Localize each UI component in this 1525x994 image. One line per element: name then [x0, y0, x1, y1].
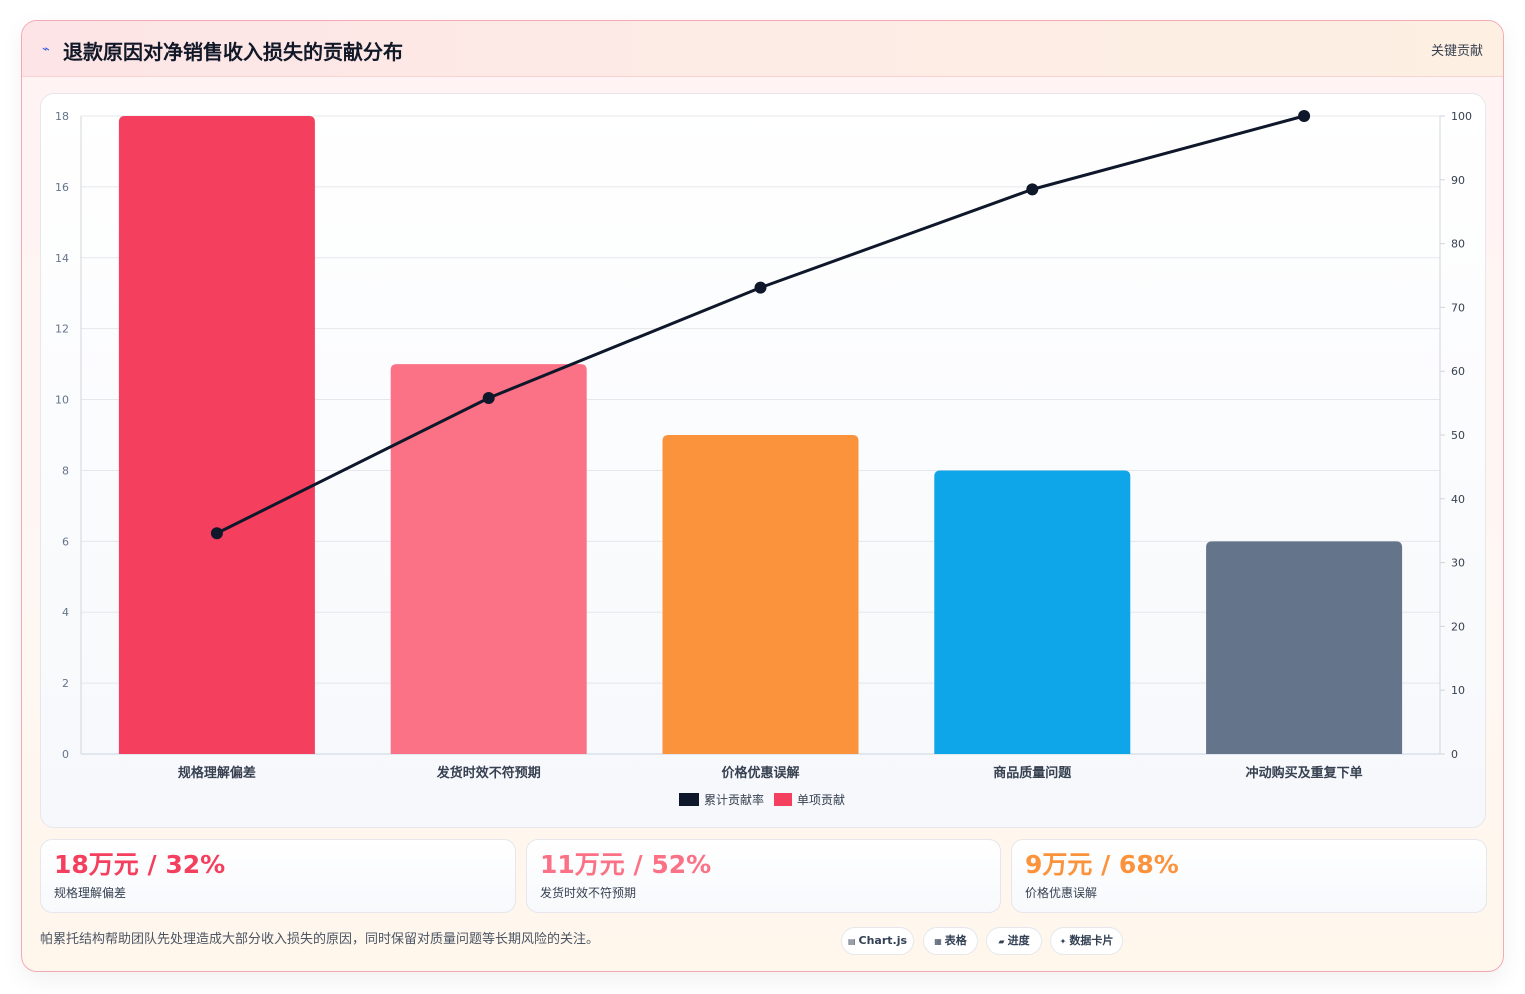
- bar-4: [934, 470, 1131, 754]
- legend-label-1: 累计贡献率: [704, 792, 764, 807]
- stat-card-3: 9万元 / 68% 价格优惠误解: [1011, 839, 1487, 913]
- y-left-tick-label: 18: [55, 110, 69, 123]
- pill-label: 进度: [1007, 934, 1030, 947]
- chartjs-pill[interactable]: ▤ Chart.js: [841, 927, 914, 955]
- y-right-tick-label: 100: [1451, 110, 1472, 123]
- x-tick-label: 冲动购买及重复下单: [1246, 765, 1363, 781]
- chart-title: 退款原因对净销售收入损失的贡献分布: [63, 40, 403, 64]
- data-card-pill[interactable]: ✦ 数据卡片: [1050, 927, 1123, 955]
- key-contribution-tag[interactable]: 关键贡献: [1430, 44, 1483, 59]
- stat-value-3: 9万元 / 68%: [1025, 850, 1179, 879]
- y-right-tick-label: 60: [1451, 365, 1465, 378]
- y-left-tick-label: 16: [55, 181, 69, 194]
- y-left-tick-label: 12: [55, 323, 69, 336]
- line-point-4: [1026, 183, 1039, 196]
- y-left-tick-label: 6: [62, 535, 69, 548]
- y-left-tick-label: 4: [62, 606, 69, 619]
- y-left-tick-label: 10: [55, 394, 69, 407]
- bar-1: [118, 116, 315, 754]
- y-left-tick-label: 2: [62, 677, 69, 690]
- y-left-tick-label: 0: [62, 748, 69, 761]
- y-right-tick-label: 50: [1451, 429, 1465, 442]
- y-right-tick-label: 70: [1451, 301, 1465, 314]
- y-right-tick-label: 10: [1451, 684, 1465, 697]
- bar-3: [662, 435, 859, 754]
- card-header: ⌁ 退款原因对净销售收入损失的贡献分布 关键贡献: [22, 21, 1503, 77]
- table-icon: ▦: [934, 937, 942, 946]
- legend-swatch-2: [774, 793, 793, 806]
- y-right-tick-label: 0: [1451, 748, 1458, 761]
- x-tick-label: 发货时效不符预期: [436, 765, 541, 781]
- pareto-chart: 0 2 4 6 8 10 12 14 16 18 0 10 20 30 40 50 60 70 80 90 100 规格理…: [55, 110, 1472, 807]
- line-point-3: [754, 281, 767, 294]
- pill-label: 表格: [944, 934, 967, 947]
- pill-label: 数据卡片: [1069, 934, 1114, 947]
- card-icon: ✦: [1059, 937, 1067, 946]
- y-right-tick-label: 30: [1451, 557, 1465, 570]
- y-left-tick-label: 14: [55, 252, 69, 265]
- stat-card-2: 11万元 / 52% 发货时效不符预期: [526, 839, 1001, 913]
- progress-icon: ▰: [998, 937, 1005, 946]
- y-right-tick-label: 20: [1451, 620, 1465, 633]
- x-tick-label: 规格理解偏差: [178, 765, 256, 781]
- bar-2: [390, 364, 587, 754]
- chart-panel: 0 2 4 6 8 10 12 14 16 18 0 10 20 30 40 50 60 70 80 90 100 规格理…: [40, 93, 1486, 828]
- pill-label: Chart.js: [858, 934, 908, 947]
- y-right-tick-label: 80: [1451, 238, 1465, 251]
- y-left-tick-label: 8: [62, 464, 69, 477]
- line-point-2: [482, 391, 495, 404]
- trend-icon: ⌁: [42, 42, 50, 57]
- stat-card-1: 18万元 / 32% 规格理解偏差: [40, 839, 516, 913]
- legend-label-2: 单项贡献: [797, 792, 845, 807]
- x-tick-label: 商品质量问题: [993, 765, 1072, 781]
- stat-value-2: 11万元 / 52%: [540, 850, 712, 879]
- bar-5: [1206, 541, 1403, 754]
- legend-swatch-1: [679, 793, 699, 806]
- line-point-5: [1298, 110, 1311, 122]
- stat-label-1: 规格理解偏差: [54, 886, 127, 900]
- chart-icon: ▤: [847, 937, 856, 946]
- x-tick-label: 价格优惠误解: [721, 765, 799, 781]
- y-right-tick-label: 40: [1451, 493, 1465, 506]
- progress-pill[interactable]: ▰ 进度: [986, 927, 1042, 955]
- report-card: ⌁ 退款原因对净销售收入损失的贡献分布 关键贡献 0 2 4 6 8 10 12 14 16 18…: [21, 20, 1504, 972]
- line-point-1: [210, 527, 223, 540]
- stat-label-2: 发货时效不符预期: [540, 886, 637, 900]
- stat-label-3: 价格优惠误解: [1025, 886, 1098, 900]
- y-right-tick-label: 90: [1451, 174, 1465, 187]
- stat-value-1: 18万元 / 32%: [54, 850, 226, 879]
- footer-note: 帕累托结构帮助团队先处理造成大部分收入损失的原因，同时保留对质量问题等长期风险的…: [40, 932, 600, 947]
- table-pill[interactable]: ▦ 表格: [923, 927, 978, 955]
